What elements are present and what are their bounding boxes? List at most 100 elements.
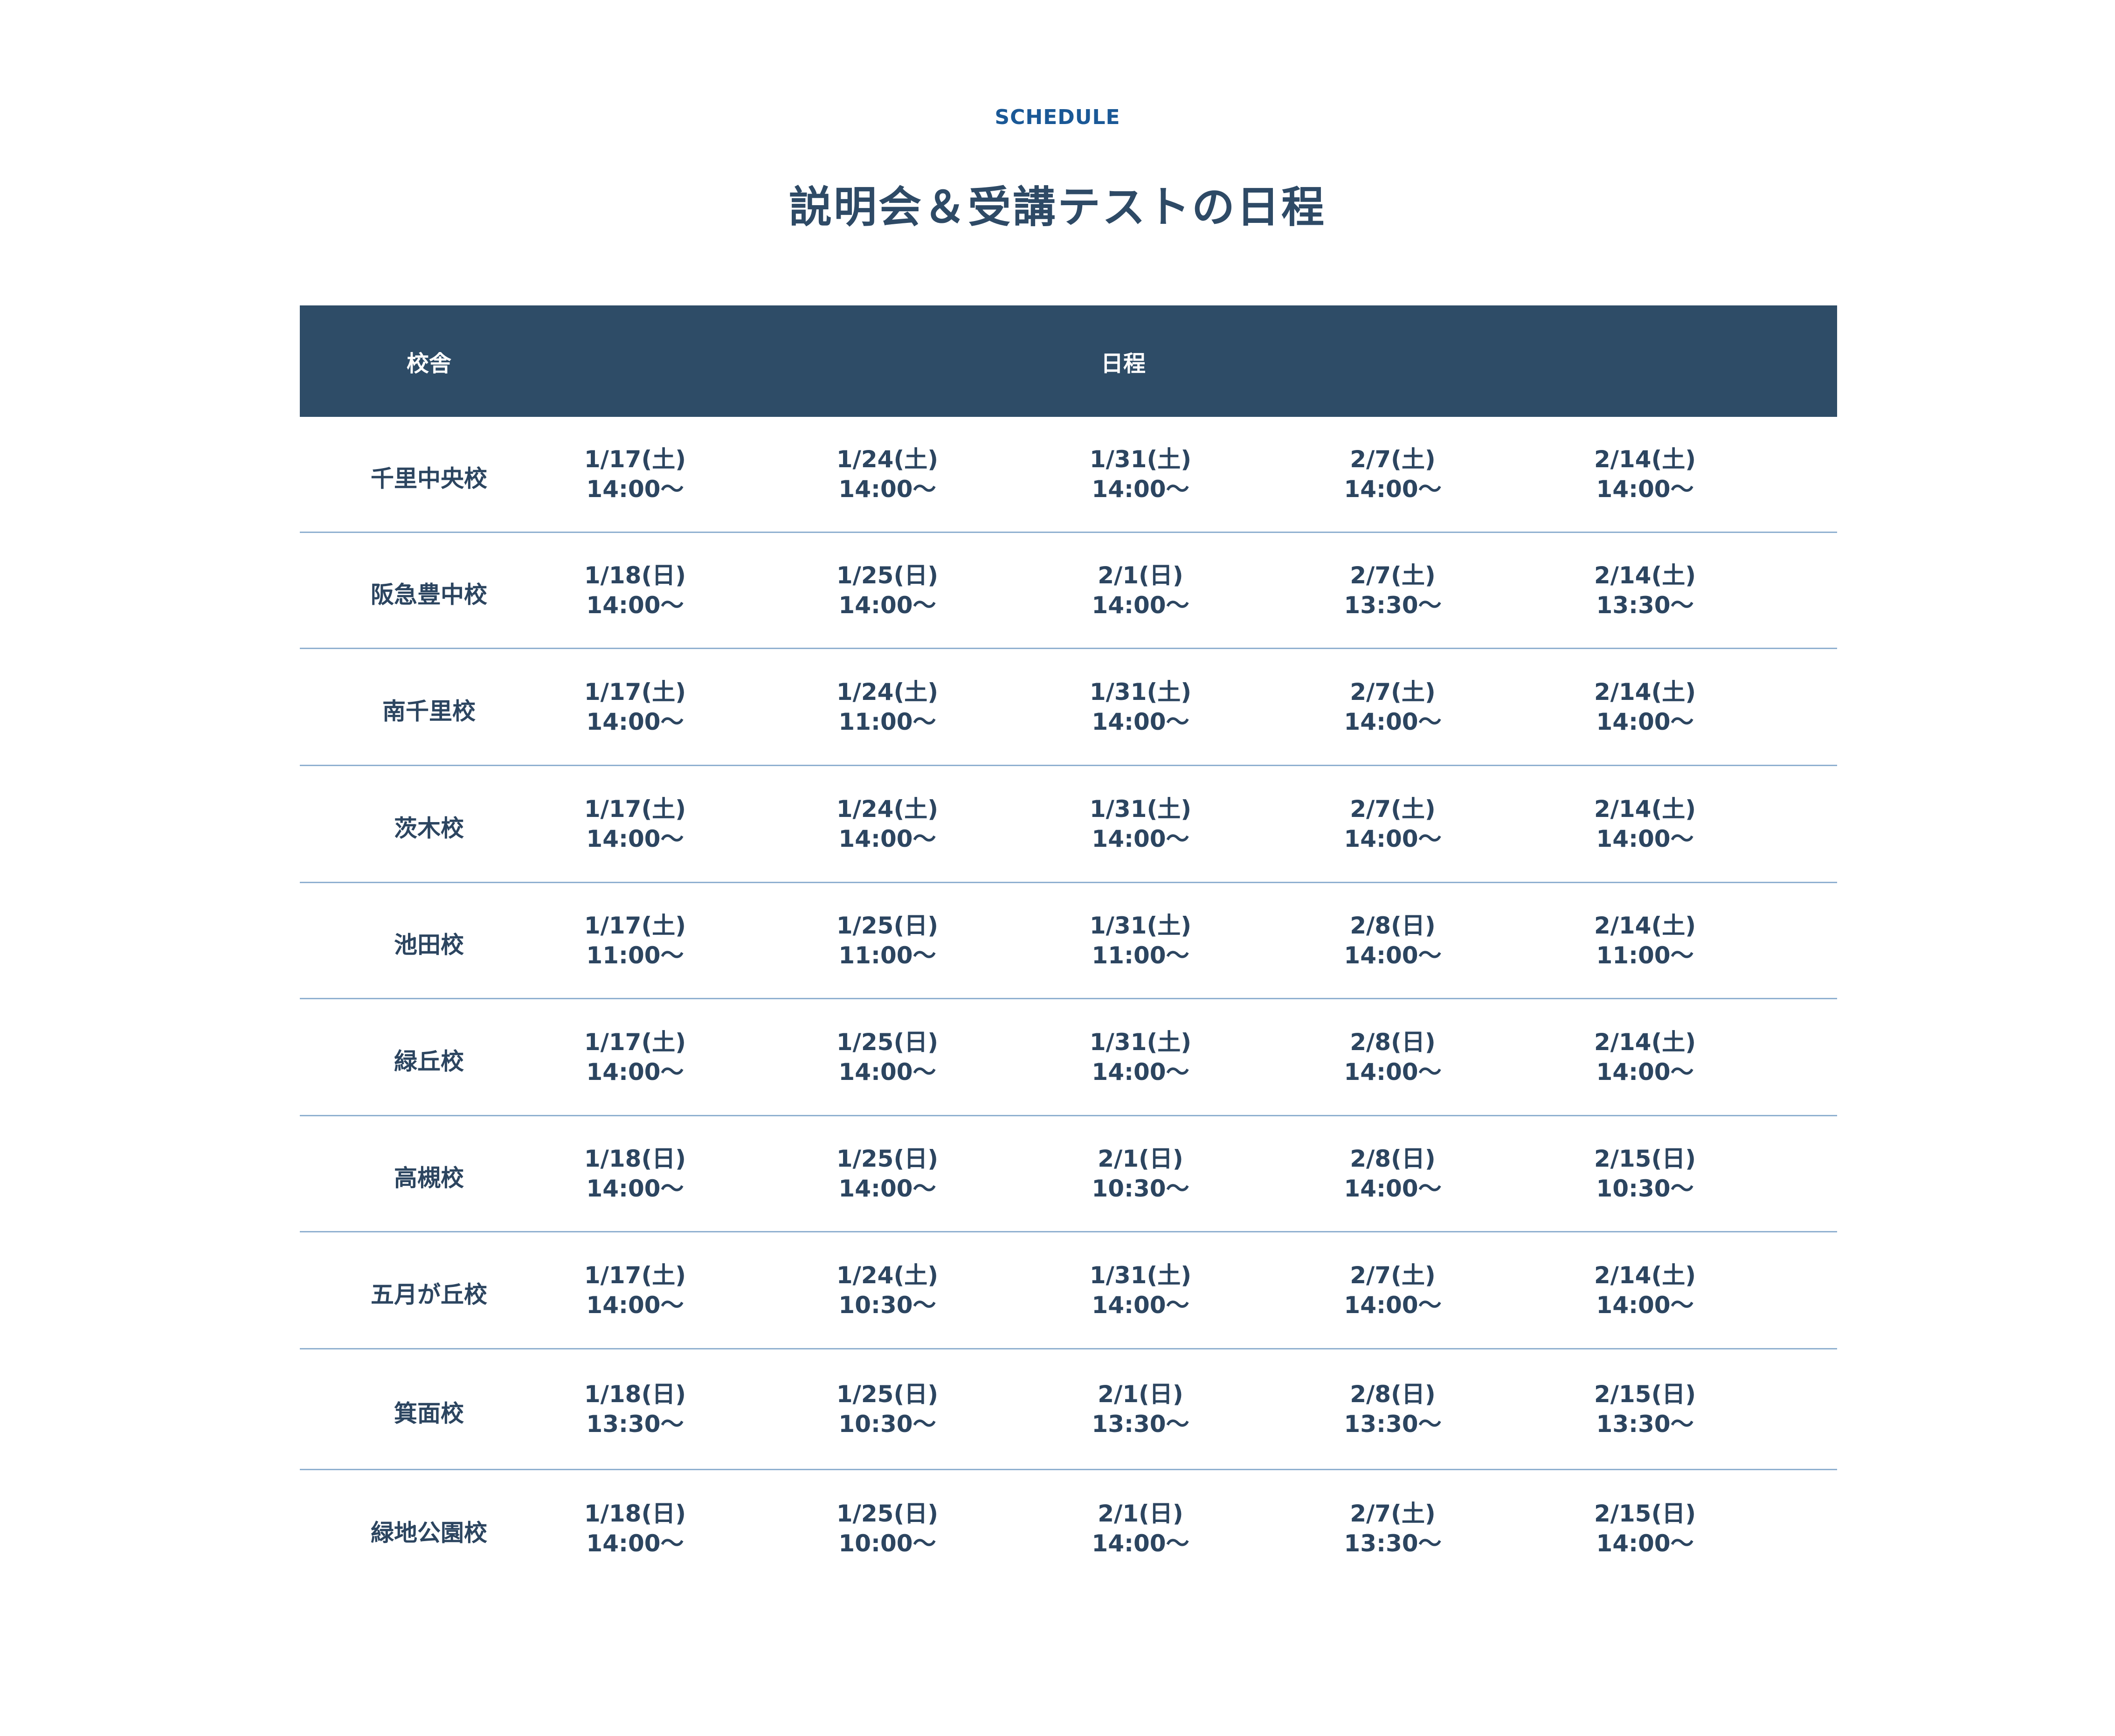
slot-date: 1/17(土) bbox=[584, 1262, 686, 1289]
header-campus: 校舎 bbox=[406, 350, 452, 377]
table-header: 校舎 日程 bbox=[300, 305, 1837, 417]
slot-date: 2/14(土) bbox=[1594, 1262, 1696, 1289]
slot-time: 14:00〜 bbox=[1596, 1058, 1694, 1086]
slot-time: 14:00〜 bbox=[586, 592, 684, 619]
slot-time: 14:00〜 bbox=[1596, 1530, 1694, 1557]
slot-date: 2/1(日) bbox=[1098, 1145, 1183, 1172]
section-eyebrow: SCHEDULE bbox=[995, 105, 1120, 129]
schedule-slot: 1/17(土) 14:00〜 bbox=[584, 794, 686, 854]
slot-time: 14:00〜 bbox=[1344, 942, 1442, 969]
schedule-slot: 2/14(土) 13:30〜 bbox=[1594, 560, 1696, 620]
slot-date: 1/24(土) bbox=[836, 795, 939, 823]
schedule-slot: 1/25(日) 10:00〜 bbox=[836, 1499, 938, 1558]
slot-date: 2/7(土) bbox=[1350, 1500, 1436, 1527]
schedule-slot: 1/31(土) 14:00〜 bbox=[1090, 794, 1191, 854]
slot-time: 13:30〜 bbox=[1596, 1411, 1694, 1438]
slot-date: 1/17(土) bbox=[584, 678, 686, 705]
slot-date: 2/7(土) bbox=[1350, 795, 1436, 823]
schedule-slot: 2/1(日) 10:30〜 bbox=[1092, 1144, 1189, 1203]
schedule-slot: 1/18(日) 13:30〜 bbox=[584, 1379, 686, 1439]
slot-date: 1/25(日) bbox=[836, 912, 939, 939]
table-row: 南千里校 1/17(土) 14:00〜 1/24(土) 11:00〜 1/31(土) 14:… bbox=[300, 649, 1837, 766]
slot-time: 14:00〜 bbox=[1092, 825, 1189, 852]
slot-time: 14:00〜 bbox=[1092, 476, 1189, 503]
slot-time: 14:00〜 bbox=[1344, 825, 1442, 852]
slot-time: 14:00〜 bbox=[586, 1175, 684, 1202]
schedule-slot: 1/24(土) 14:00〜 bbox=[836, 794, 938, 854]
slot-date: 2/8(日) bbox=[1350, 912, 1436, 939]
slot-time: 13:30〜 bbox=[1344, 592, 1442, 619]
table-row: 緑丘校 1/17(土) 14:00〜 1/25(日) 14:00〜 1/31(土) 14:0… bbox=[300, 999, 1837, 1116]
schedule-slot: 2/15(日) 14:00〜 bbox=[1594, 1499, 1696, 1558]
schedule-slot: 2/14(土) 11:00〜 bbox=[1594, 911, 1696, 970]
slot-date: 1/31(土) bbox=[1089, 678, 1192, 705]
campus-name: 南千里校 bbox=[382, 698, 476, 725]
slot-time: 14:00〜 bbox=[838, 592, 936, 619]
slot-time: 13:30〜 bbox=[1344, 1411, 1442, 1438]
campus-name: 高槻校 bbox=[394, 1164, 464, 1192]
schedule-slot: 2/7(土) 13:30〜 bbox=[1344, 560, 1441, 620]
slot-time: 14:00〜 bbox=[1092, 1292, 1189, 1319]
slot-date: 2/15(日) bbox=[1594, 1145, 1696, 1172]
slot-time: 13:30〜 bbox=[1092, 1411, 1189, 1438]
page-title: 説明会＆受講テストの日程 bbox=[788, 182, 1326, 232]
slot-date: 2/14(土) bbox=[1594, 678, 1696, 705]
slot-time: 14:00〜 bbox=[1596, 708, 1694, 735]
slot-date: 2/1(日) bbox=[1098, 1500, 1183, 1527]
campus-name: 五月が丘校 bbox=[371, 1281, 487, 1308]
schedule-slot: 2/14(土) 14:00〜 bbox=[1594, 1260, 1696, 1320]
slot-date: 2/7(土) bbox=[1350, 446, 1436, 473]
schedule-slot: 2/8(日) 14:00〜 bbox=[1344, 1027, 1441, 1087]
slot-date: 1/24(土) bbox=[836, 678, 939, 705]
schedule-slot: 1/17(土) 14:00〜 bbox=[584, 677, 686, 737]
schedule-slot: 2/1(日) 13:30〜 bbox=[1092, 1379, 1189, 1439]
slot-date: 2/1(日) bbox=[1098, 1381, 1183, 1408]
slot-time: 14:00〜 bbox=[1092, 708, 1189, 735]
table-row: 茨木校 1/17(土) 14:00〜 1/24(土) 14:00〜 1/31(土) 14:0… bbox=[300, 766, 1837, 883]
slot-time: 11:00〜 bbox=[1596, 942, 1694, 969]
slot-date: 2/7(土) bbox=[1350, 678, 1436, 705]
campus-name: 茨木校 bbox=[394, 815, 464, 842]
slot-time: 14:00〜 bbox=[586, 825, 684, 852]
schedule-slot: 2/8(日) 14:00〜 bbox=[1344, 911, 1441, 970]
slot-time: 14:00〜 bbox=[838, 1175, 936, 1202]
table-row: 緑地公園校 1/18(日) 14:00〜 1/25(日) 10:00〜 2/1(日) 14:… bbox=[300, 1470, 1837, 1587]
schedule-slot: 2/8(日) 14:00〜 bbox=[1344, 1144, 1441, 1203]
schedule-slot: 1/31(土) 11:00〜 bbox=[1090, 911, 1191, 970]
slot-date: 1/24(土) bbox=[836, 1262, 939, 1289]
slot-time: 11:00〜 bbox=[838, 942, 936, 969]
slot-date: 1/24(土) bbox=[836, 446, 939, 473]
schedule-slot: 1/17(土) 14:00〜 bbox=[584, 1260, 686, 1320]
slot-time: 14:00〜 bbox=[1596, 1292, 1694, 1319]
slot-time: 14:00〜 bbox=[838, 825, 936, 852]
schedule-slot: 2/1(日) 14:00〜 bbox=[1092, 1499, 1189, 1558]
slot-time: 14:00〜 bbox=[1092, 1530, 1189, 1557]
slot-time: 14:00〜 bbox=[838, 1058, 936, 1086]
schedule-slot: 1/18(日) 14:00〜 bbox=[584, 560, 686, 620]
slot-time: 13:30〜 bbox=[586, 1411, 684, 1438]
schedule-table: 校舎 日程 千里中央校 1/17(土) 14:00〜 1/24(土) 14:00〜 1/3… bbox=[300, 305, 1837, 1587]
schedule-slot: 1/31(土) 14:00〜 bbox=[1090, 1260, 1191, 1320]
schedule-slot: 1/31(土) 14:00〜 bbox=[1090, 444, 1191, 504]
schedule-slot: 2/7(土) 14:00〜 bbox=[1344, 677, 1441, 737]
schedule-slot: 2/14(土) 14:00〜 bbox=[1594, 444, 1696, 504]
slot-date: 2/8(日) bbox=[1350, 1381, 1436, 1408]
schedule-slot: 1/25(日) 14:00〜 bbox=[836, 560, 938, 620]
slot-time: 14:00〜 bbox=[586, 476, 684, 503]
schedule-slot: 1/31(土) 14:00〜 bbox=[1090, 677, 1191, 737]
table-row: 五月が丘校 1/17(土) 14:00〜 1/24(土) 10:30〜 1/31(土) 14… bbox=[300, 1232, 1837, 1349]
slot-time: 14:00〜 bbox=[586, 1530, 684, 1557]
slot-date: 1/18(日) bbox=[584, 1145, 686, 1172]
slot-time: 14:00〜 bbox=[586, 708, 684, 735]
schedule-slot: 2/14(土) 14:00〜 bbox=[1594, 794, 1696, 854]
slot-time: 11:00〜 bbox=[1092, 942, 1189, 969]
slot-time: 10:30〜 bbox=[1596, 1175, 1694, 1202]
slot-time: 11:00〜 bbox=[586, 942, 684, 969]
slot-time: 10:30〜 bbox=[1092, 1175, 1189, 1202]
slot-date: 1/25(日) bbox=[836, 1500, 939, 1527]
slot-date: 1/31(土) bbox=[1089, 1262, 1192, 1289]
table-row: 阪急豊中校 1/18(日) 14:00〜 1/25(日) 14:00〜 2/1(日) 14:… bbox=[300, 533, 1837, 649]
schedule-slot: 2/15(日) 13:30〜 bbox=[1594, 1379, 1696, 1439]
slot-time: 14:00〜 bbox=[1344, 476, 1442, 503]
schedule-slot: 1/25(日) 14:00〜 bbox=[836, 1027, 938, 1087]
